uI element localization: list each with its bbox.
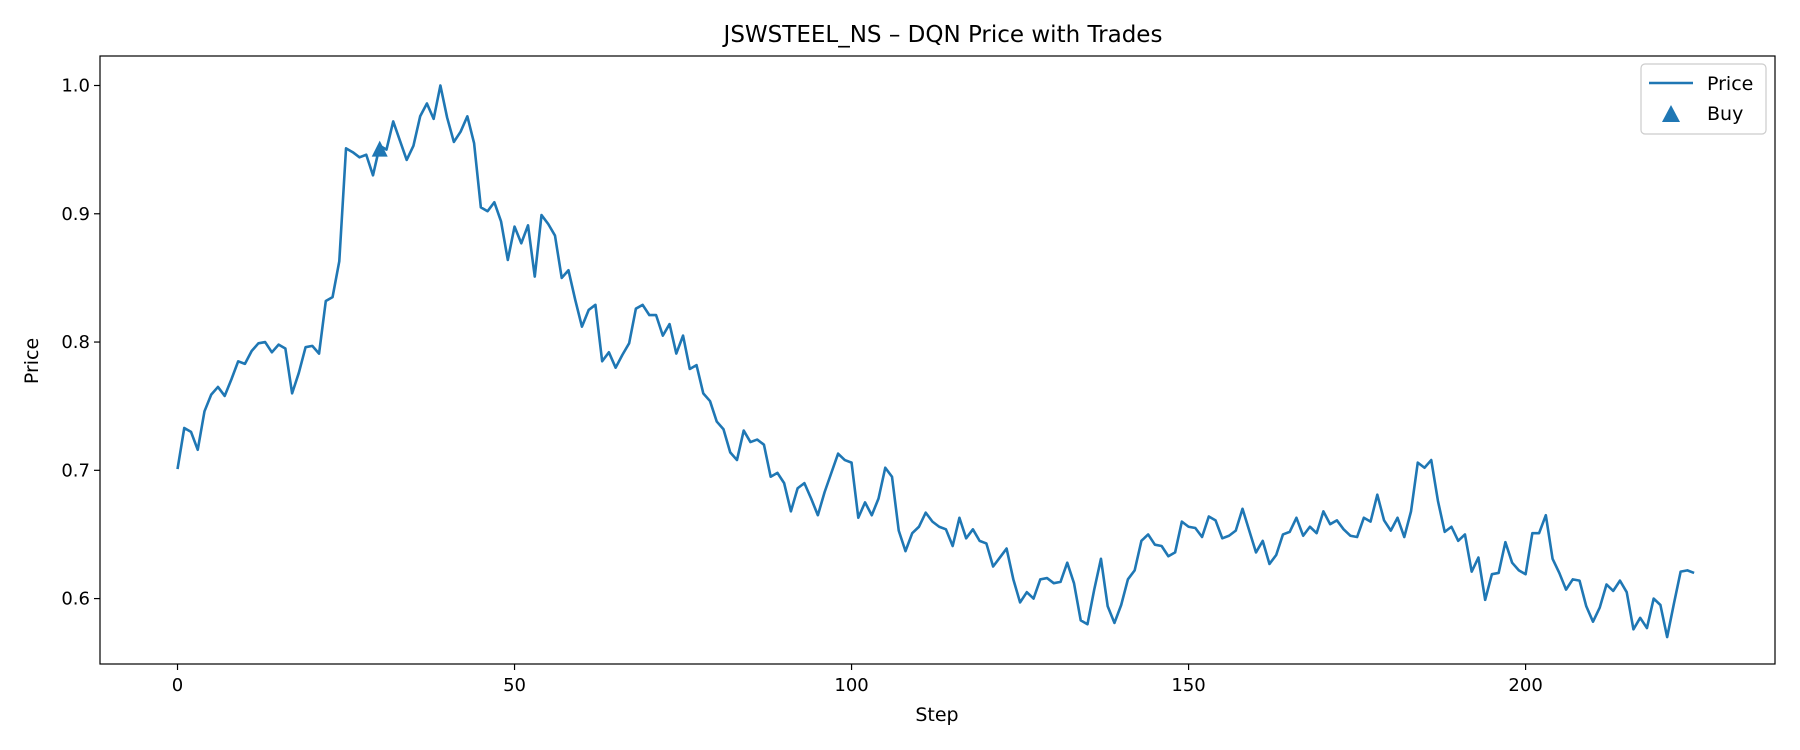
legend-price-label: Price	[1707, 73, 1753, 95]
x-tick-label: 200	[1508, 675, 1542, 696]
legend-buy-label: Buy	[1707, 103, 1743, 125]
y-tick-label: 0.6	[61, 589, 90, 610]
x-tick-label: 150	[1171, 675, 1205, 696]
price-line	[176, 84, 1695, 639]
y-tick-label: 0.8	[61, 332, 90, 353]
x-axis: 0 50 100 150 200	[172, 664, 1543, 696]
legend-buy-marker-icon	[1662, 105, 1680, 122]
y-tick-label: 0.9	[61, 204, 90, 225]
x-axis-label: Step	[915, 704, 958, 726]
y-axis: 0.6 0.7 0.8 0.9 1.0	[61, 76, 100, 610]
x-tick-label: 50	[503, 675, 526, 696]
buy-marker	[371, 140, 388, 157]
x-tick-label: 0	[172, 675, 183, 696]
axes-frame	[99, 55, 1776, 665]
series-layer	[176, 84, 1695, 639]
plot-area	[99, 55, 1776, 665]
chart-title: JSWSTEEL_NS – DQN Price with Trades	[722, 22, 1163, 48]
y-tick-label: 0.7	[61, 460, 90, 481]
x-tick-label: 100	[834, 675, 868, 696]
y-tick-label: 1.0	[61, 76, 90, 97]
y-axis-label: Price	[21, 338, 43, 384]
legend: Price Buy	[1640, 63, 1767, 135]
